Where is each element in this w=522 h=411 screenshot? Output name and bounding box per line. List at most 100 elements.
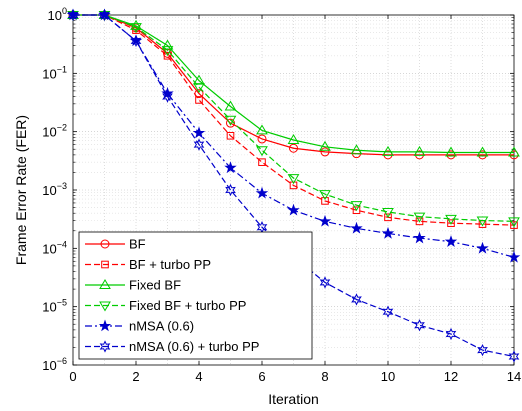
legend-item: BF + turbo PP <box>85 257 211 272</box>
data-point <box>193 138 205 151</box>
data-point <box>382 145 394 156</box>
data-point <box>320 147 330 157</box>
data-point <box>319 190 331 201</box>
legend-marker <box>99 301 111 312</box>
data-point <box>445 146 457 157</box>
data-point <box>445 327 457 341</box>
data-point <box>507 250 521 263</box>
data-point <box>319 276 331 289</box>
data-point <box>381 226 395 239</box>
legend-item: nMSA (0.6) + turbo PP <box>85 339 259 354</box>
data-point <box>256 124 268 135</box>
x-tick-label: 0 <box>69 369 76 384</box>
data-point <box>321 197 329 205</box>
data-point <box>130 34 142 48</box>
series-line <box>73 14 514 154</box>
data-point <box>476 241 489 254</box>
data-point <box>318 214 332 227</box>
series-line <box>73 14 515 226</box>
data-point <box>445 214 457 225</box>
data-point <box>447 219 455 227</box>
data-point <box>414 319 425 332</box>
legend-marker <box>98 319 112 332</box>
axis-ticks: 0 2 4 6 8 10 12 14 10−6 10−5 10−4 10−3 10−2 10−1 100 <box>42 6 521 384</box>
data-point <box>415 150 424 160</box>
x-tick-label: 8 <box>321 369 328 384</box>
data-point <box>287 134 300 144</box>
x-tick-label: 2 <box>132 369 139 384</box>
legend-label: Fixed BF <box>129 278 181 293</box>
y-tick-label: 10−1 <box>42 64 67 81</box>
x-tick-label: 4 <box>195 369 202 384</box>
data-point <box>413 231 426 244</box>
data-point <box>382 207 394 218</box>
x-tick-label: 6 <box>258 369 265 384</box>
legend-item: BF <box>85 237 146 252</box>
data-point <box>161 46 174 57</box>
data-point <box>508 146 520 157</box>
y-tick-label: 10−2 <box>42 123 67 140</box>
data-point <box>477 343 488 357</box>
legend-marker <box>99 340 111 353</box>
y-tick-label: 10−5 <box>42 298 67 315</box>
data-point <box>415 217 424 226</box>
data-point <box>350 221 363 234</box>
data-point <box>224 115 237 126</box>
data-point <box>476 146 489 157</box>
series-2 <box>67 9 520 157</box>
legend-item: nMSA (0.6) <box>85 319 194 334</box>
data-point <box>256 146 268 157</box>
legend-marker <box>99 279 111 289</box>
legend-box <box>78 231 313 360</box>
data-point <box>193 83 205 94</box>
series-line <box>73 14 515 222</box>
data-point <box>130 19 142 30</box>
data-point <box>67 8 79 22</box>
y-axis-label: Frame Error Rate (FER) <box>13 115 29 265</box>
data-point <box>383 150 393 160</box>
data-point <box>224 100 237 111</box>
series-group <box>66 8 521 363</box>
y-tick-label: 10−3 <box>42 181 67 198</box>
x-tick-label: 12 <box>444 369 458 384</box>
series-3 <box>67 11 520 228</box>
data-point <box>255 186 269 199</box>
series-line <box>73 14 514 156</box>
x-tick-label: 14 <box>507 369 521 384</box>
data-point <box>351 293 362 306</box>
data-point <box>508 217 520 228</box>
legend-label: BF + turbo PP <box>129 257 211 272</box>
data-point <box>162 90 173 103</box>
legend-item: Fixed BF <box>85 278 181 293</box>
y-tick-label: 10−4 <box>42 239 67 256</box>
data-point <box>258 158 266 166</box>
data-point <box>163 51 172 60</box>
data-point <box>226 131 235 140</box>
data-point <box>352 206 361 215</box>
data-point <box>287 203 300 216</box>
legend-label: BF <box>129 237 146 252</box>
data-point <box>192 126 206 139</box>
y-tick-label: 10−6 <box>42 356 67 373</box>
legend-marker <box>101 260 109 269</box>
data-point <box>224 161 237 174</box>
legend-label: Fixed BF + turbo PP <box>129 298 246 313</box>
data-point <box>257 134 267 144</box>
legend: BF BF + turbo PP Fixed BF Fixed BF + turbo … <box>78 231 313 360</box>
data-point <box>510 221 518 229</box>
x-tick-label: 10 <box>381 369 395 384</box>
data-point <box>161 39 174 50</box>
data-point <box>225 183 236 197</box>
data-point <box>384 213 392 222</box>
data-point <box>382 305 394 318</box>
legend-label: nMSA (0.6) + turbo PP <box>129 339 259 354</box>
data-point <box>476 216 489 227</box>
data-point <box>413 145 426 156</box>
legend-label: nMSA (0.6) <box>129 319 194 334</box>
legend-item: Fixed BF + turbo PP <box>85 298 246 313</box>
series-line <box>73 14 515 358</box>
data-point <box>130 23 142 34</box>
data-point <box>99 8 110 22</box>
data-point <box>413 212 426 223</box>
